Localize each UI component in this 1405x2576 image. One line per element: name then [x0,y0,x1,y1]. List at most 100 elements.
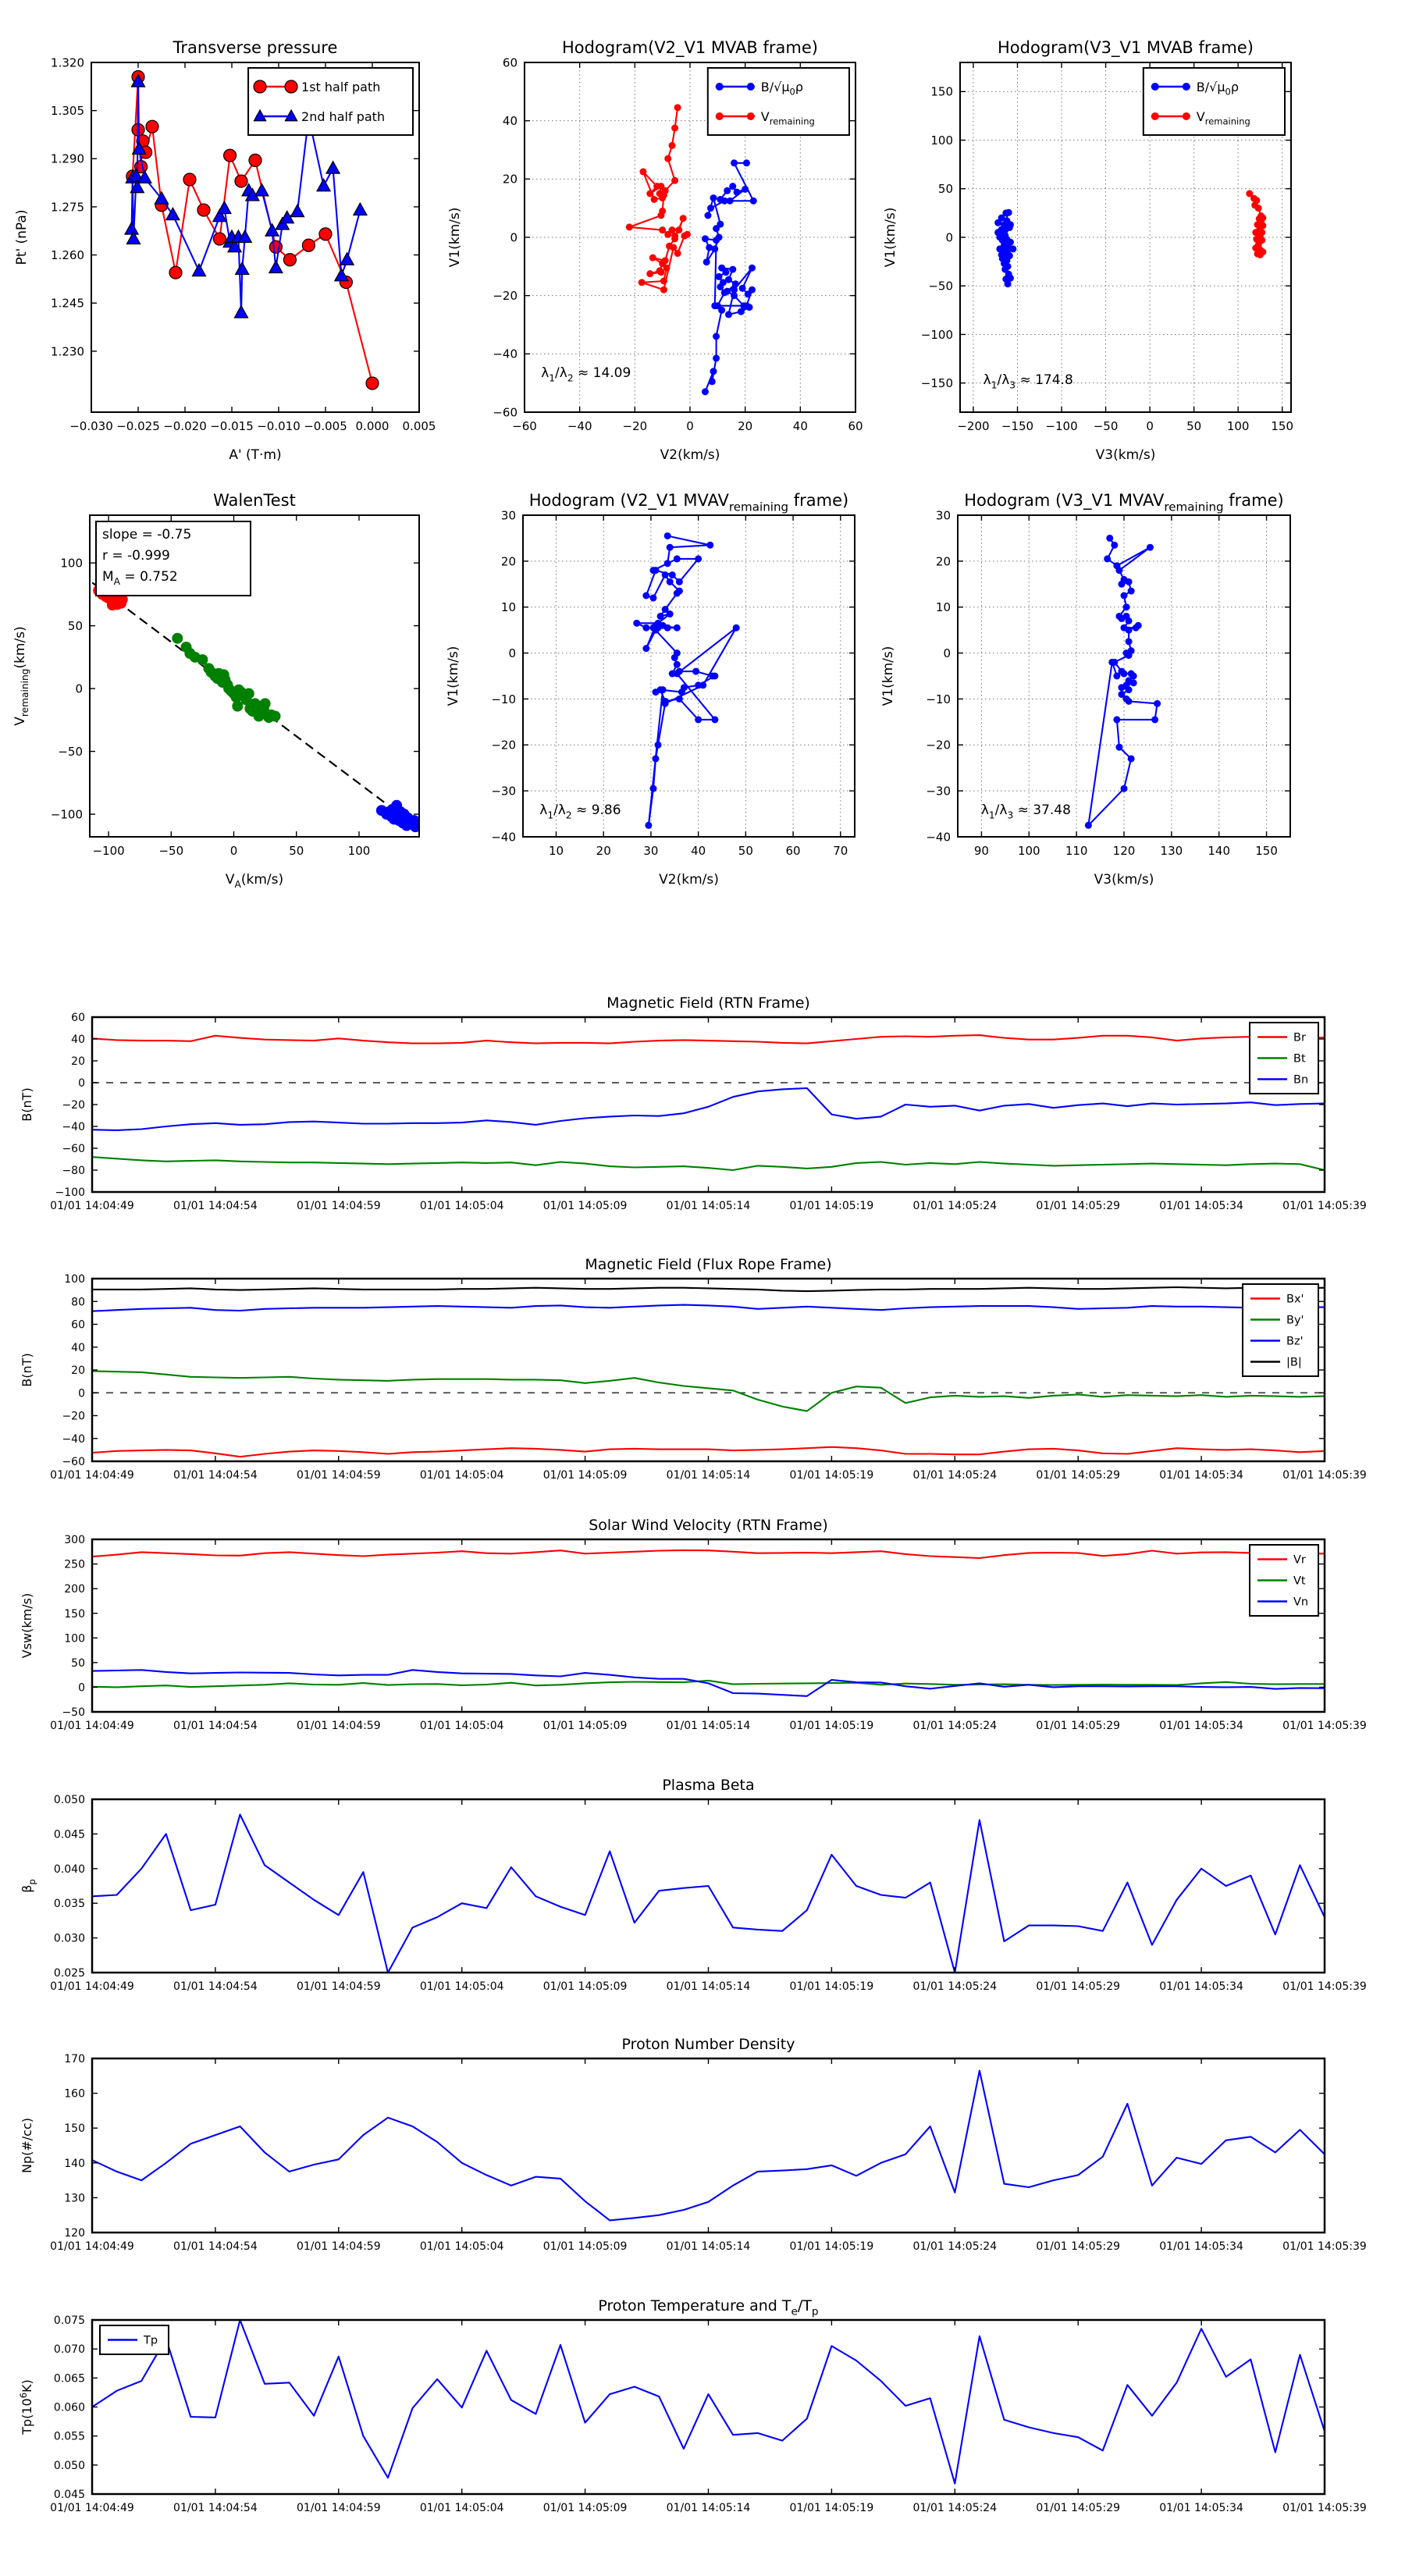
svg-text:−100: −100 [55,1187,85,1199]
svg-text:B/√μ0ρ: B/√μ0ρ [1197,80,1239,98]
data-point-marker [675,226,683,234]
svg-text:01/01 14:05:34: 01/01 14:05:34 [1159,1720,1243,1732]
data-point-marker [675,578,683,585]
svg-text:01/01 14:05:19: 01/01 14:05:19 [790,2240,874,2253]
data-point-marker [1125,626,1133,634]
svg-text:−0.010: −0.010 [257,419,301,433]
svg-text:0.025: 0.025 [54,1967,85,1980]
data-point-marker [707,205,714,212]
data-point-marker [290,203,305,218]
svg-text:01/01 14:05:24: 01/01 14:05:24 [912,1980,997,1993]
svg-text:−50: −50 [928,279,953,294]
svg-text:0: 0 [1146,419,1154,433]
data-point-marker [661,571,669,579]
svg-text:60: 60 [848,419,863,433]
svg-text:130: 130 [1161,844,1183,858]
svg-text:20: 20 [936,554,951,568]
series-line-fit-line [91,582,418,827]
data-point-marker [671,176,679,184]
svg-text:10: 10 [501,600,516,614]
svg-text:01/01 14:05:24: 01/01 14:05:24 [912,2502,997,2514]
svg-text:−100: −100 [92,844,124,858]
svg-text:01/01 14:05:24: 01/01 14:05:24 [912,1720,997,1732]
svg-text:−20: −20 [623,419,648,433]
data-point-marker [1001,265,1009,273]
data-point-marker [659,686,667,694]
data-point-marker [284,109,298,122]
series-markers-last-segment [375,799,419,833]
data-point-marker [746,83,755,91]
data-point-marker [642,592,650,600]
svg-text:r = -0.999: r = -0.999 [102,548,170,564]
svg-text:slope = -0.75: slope = -0.75 [102,527,191,543]
data-point-marker [671,124,679,132]
data-point-marker [172,632,183,644]
axes-frame [91,2318,1326,2496]
svg-text:40: 40 [793,419,808,433]
panel-plasma-beta: 01/01 14:04:49 01/01 14:04:54 01/01 14:04:… [20,1777,1367,1993]
svg-text:1.245: 1.245 [51,297,84,311]
data-point-marker [710,194,717,202]
svg-text:130: 130 [64,2192,85,2204]
data-point-marker [661,606,669,614]
data-point-marker [232,700,244,712]
svg-text:40: 40 [691,844,706,858]
svg-text:0: 0 [945,230,953,244]
series-line-bz- [92,1304,1325,1312]
data-point-marker [673,589,681,597]
svg-text:Magnetic Field (Flux Rope Fram: Magnetic Field (Flux Rope Frame) [585,1256,831,1273]
svg-text:0.030: 0.030 [54,1933,85,1945]
svg-text:Vsw(km/s): Vsw(km/s) [20,1593,34,1658]
data-point-marker [668,226,676,234]
svg-text:01/01 14:05:14: 01/01 14:05:14 [667,2502,751,2514]
svg-text:01/01 14:05:29: 01/01 14:05:29 [1036,1980,1120,1993]
data-point-marker [706,541,714,549]
svg-text:01/01 14:05:04: 01/01 14:05:04 [420,1980,504,1993]
svg-text:01/01 14:05:04: 01/01 14:05:04 [420,2502,504,2514]
data-point-marker [673,624,681,632]
series-markers-b-sqrt-mu0-rho- [701,159,757,396]
data-point-marker [1122,603,1130,611]
svg-text:01/01 14:04:49: 01/01 14:04:49 [50,2502,134,2514]
svg-text:0.045: 0.045 [54,1828,85,1841]
svg-text:−20: −20 [491,738,516,753]
data-point-marker [675,695,683,703]
data-point-marker [717,195,724,203]
data-point-marker [642,645,650,653]
svg-text:|B|: |B| [1286,1357,1302,1369]
data-point-marker [664,155,672,162]
svg-text:−60: −60 [62,1143,85,1155]
data-point-marker [137,169,152,184]
data-point-marker [718,264,726,272]
svg-text:01/01 14:05:24: 01/01 14:05:24 [912,1200,997,1212]
data-point-marker [1006,274,1014,282]
svg-text:110: 110 [1065,844,1088,858]
data-point-marker [666,543,674,551]
svg-text:V3(km/s): V3(km/s) [1096,447,1156,463]
data-point-marker [212,232,226,246]
svg-text:120: 120 [1113,844,1136,858]
svg-text:60: 60 [503,55,518,69]
svg-text:40: 40 [71,1342,85,1354]
svg-text:01/01 14:04:59: 01/01 14:04:59 [297,2502,381,2514]
svg-text:1.320: 1.320 [51,55,84,69]
data-point-marker [683,230,691,238]
svg-text:1.275: 1.275 [51,200,84,214]
svg-text:0: 0 [943,646,951,660]
data-point-marker [715,272,723,280]
svg-text:01/01 14:05:39: 01/01 14:05:39 [1282,1469,1367,1482]
data-point-marker [1108,658,1116,666]
svg-text:−0.025: −0.025 [116,419,160,433]
svg-text:80: 80 [71,1296,85,1308]
svg-text:−40: −40 [62,1433,85,1446]
data-point-marker [253,109,267,122]
data-point-marker [710,368,717,375]
svg-text:100: 100 [1018,844,1040,858]
data-point-marker [1127,587,1135,595]
panel-mag-rtn: 01/01 14:04:49 01/01 14:04:54 01/01 14:04:… [20,994,1367,1212]
svg-text:50: 50 [71,1657,85,1670]
data-point-marker [994,219,1002,226]
data-point-marker [1120,592,1128,600]
data-point-marker [1005,252,1013,260]
svg-text:90: 90 [974,844,989,858]
